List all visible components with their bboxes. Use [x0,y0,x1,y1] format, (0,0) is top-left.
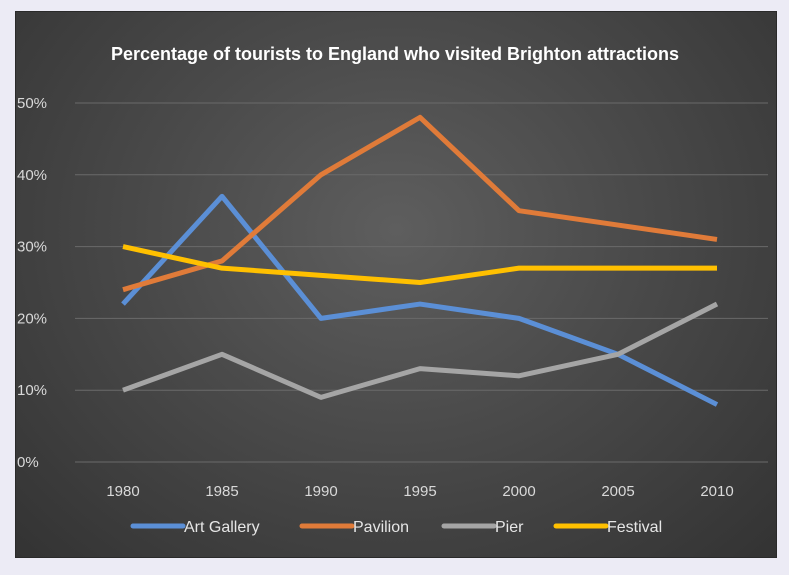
legend-label-art-gallery: Art Gallery [184,519,260,536]
y-tick-label: 40% [17,167,47,184]
y-tick-label: 20% [17,310,47,327]
y-tick-label: 50% [17,95,47,112]
chart-title: Percentage of tourists to England who vi… [111,44,679,64]
series-line-pier [122,301,719,400]
legend-label-festival: Festival [607,519,662,536]
y-axis-ticks: 0% 10% 20% 30% 40% 50% [17,95,47,471]
x-axis-ticks: 1980 1985 1990 1995 2000 2005 2010 [106,483,733,500]
y-tick-label: 0% [17,454,39,471]
x-tick-label: 1990 [304,483,337,500]
series-line-pavilion [122,114,718,293]
x-tick-label: 2000 [502,483,535,500]
x-tick-label: 2010 [700,483,733,500]
legend-label-pier: Pier [495,519,524,536]
legend: Art Gallery Pavilion Pier Festival [130,519,662,536]
x-tick-label: 1985 [205,483,238,500]
legend-label-pavilion: Pavilion [353,519,409,536]
y-tick-label: 10% [17,382,47,399]
gridlines [75,102,768,463]
series-line-festival [122,244,717,285]
x-tick-label: 1980 [106,483,139,500]
x-tick-label: 2005 [601,483,634,500]
y-tick-label: 30% [17,239,47,256]
x-tick-label: 1995 [403,483,436,500]
series-lines [121,114,719,407]
